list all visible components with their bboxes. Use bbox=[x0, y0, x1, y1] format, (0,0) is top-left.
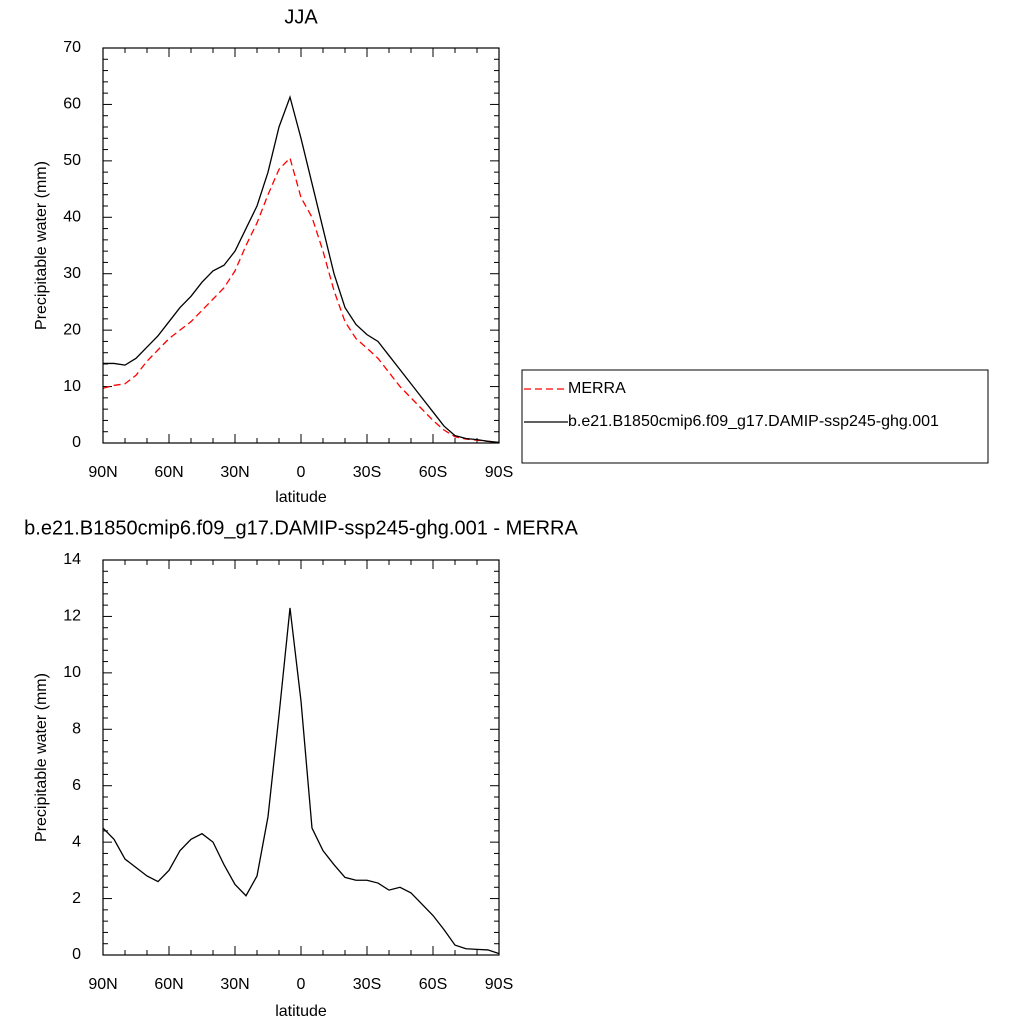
plot-frame bbox=[102, 559, 500, 956]
y-tick-label: 40 bbox=[63, 209, 81, 226]
legend-box bbox=[521, 369, 989, 464]
x-tick-label: 60S bbox=[419, 464, 447, 481]
x-tick-label: 90S bbox=[485, 464, 513, 481]
y-tick-label: 20 bbox=[63, 321, 81, 338]
data-line bbox=[102, 156, 500, 444]
y-tick-label: 10 bbox=[63, 664, 81, 681]
x-tick-label: 90S bbox=[485, 976, 513, 993]
chart-title: b.e21.B1850cmip6.f09_g17.DAMIP-ssp245-gh… bbox=[24, 517, 578, 539]
y-tick-label: 50 bbox=[63, 152, 81, 169]
x-tick-label: 30S bbox=[353, 464, 381, 481]
y-tick-label: 14 bbox=[63, 551, 81, 568]
x-tick-label: 90N bbox=[88, 464, 117, 481]
y-tick-label: 6 bbox=[72, 777, 81, 794]
chart-title: JJA bbox=[284, 6, 318, 28]
x-tick-label: 30S bbox=[353, 976, 381, 993]
y-tick-label: 70 bbox=[63, 39, 81, 56]
x-tick-label: 60N bbox=[154, 976, 183, 993]
plot-frame bbox=[102, 47, 500, 444]
y-tick-label: 60 bbox=[63, 96, 81, 113]
y-tick-label: 0 bbox=[72, 434, 81, 451]
y-tick-label: 8 bbox=[72, 721, 81, 738]
x-tick-label: 30N bbox=[220, 464, 249, 481]
y-tick-label: 10 bbox=[63, 378, 81, 395]
x-tick-label: 60N bbox=[154, 464, 183, 481]
x-tick-label: 90N bbox=[88, 976, 117, 993]
x-tick-label: 30N bbox=[220, 976, 249, 993]
y-tick-label: 2 bbox=[72, 890, 81, 907]
y-axis-label: Precipitable water (mm) bbox=[33, 673, 50, 842]
legend-label: b.e21.B1850cmip6.f09_g17.DAMIP-ssp245-gh… bbox=[568, 413, 939, 430]
y-tick-label: 12 bbox=[63, 608, 81, 625]
data-line bbox=[102, 607, 500, 955]
y-tick-label: 0 bbox=[72, 946, 81, 963]
x-tick-label: 0 bbox=[297, 464, 306, 481]
data-line bbox=[103, 94, 500, 444]
legend-label: MERRA bbox=[568, 380, 626, 397]
x-tick-label: 0 bbox=[297, 976, 306, 993]
y-axis-label: Precipitable water (mm) bbox=[33, 161, 50, 330]
x-tick-label: 60S bbox=[419, 976, 447, 993]
x-axis-label: latitude bbox=[275, 489, 327, 506]
y-tick-label: 30 bbox=[63, 265, 81, 282]
y-tick-label: 4 bbox=[72, 833, 81, 850]
x-axis-label: latitude bbox=[275, 1003, 327, 1020]
